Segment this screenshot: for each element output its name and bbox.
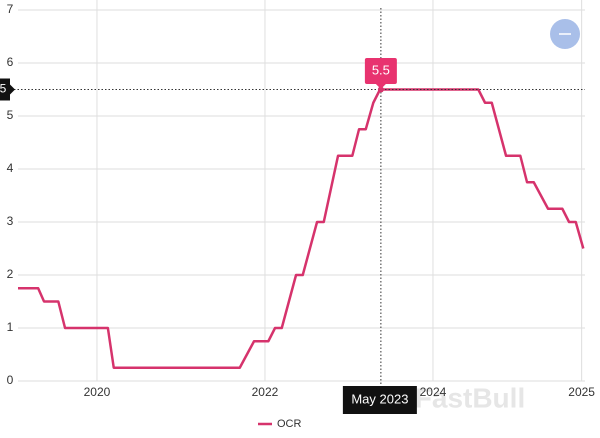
x-tick-label: 2022 [252, 385, 279, 399]
x-tick-label: 2025 [568, 385, 595, 399]
value-tooltip-pointer [375, 84, 386, 89]
y-tick-label: 3 [7, 214, 14, 228]
y-crosshair-label: 5.5 [0, 82, 7, 96]
line [18, 88, 585, 369]
y-label-pointer [10, 84, 15, 95]
value-tooltip: 5.5 [372, 62, 390, 77]
x-tick-label: 2024 [420, 385, 447, 399]
y-tick-label: 7 [7, 2, 14, 16]
value-tooltip-box [364, 58, 397, 84]
x-tick-label: 2020 [84, 385, 111, 399]
y-tick-label: 0 [7, 373, 14, 387]
crosshair-point [377, 86, 384, 93]
y-tick-label: 6 [7, 55, 14, 69]
y-tick-label: 1 [7, 320, 14, 334]
date-tooltip-box [342, 386, 417, 414]
y-label-box [0, 78, 10, 101]
legend-label: OCR [277, 418, 302, 430]
y-tick-label: 5 [7, 108, 14, 122]
watermark: FastBull [415, 382, 525, 413]
y-tick-label: 2 [7, 267, 14, 281]
y-tick-label: 4 [7, 161, 14, 175]
date-tooltip: May 2023 [351, 391, 408, 406]
